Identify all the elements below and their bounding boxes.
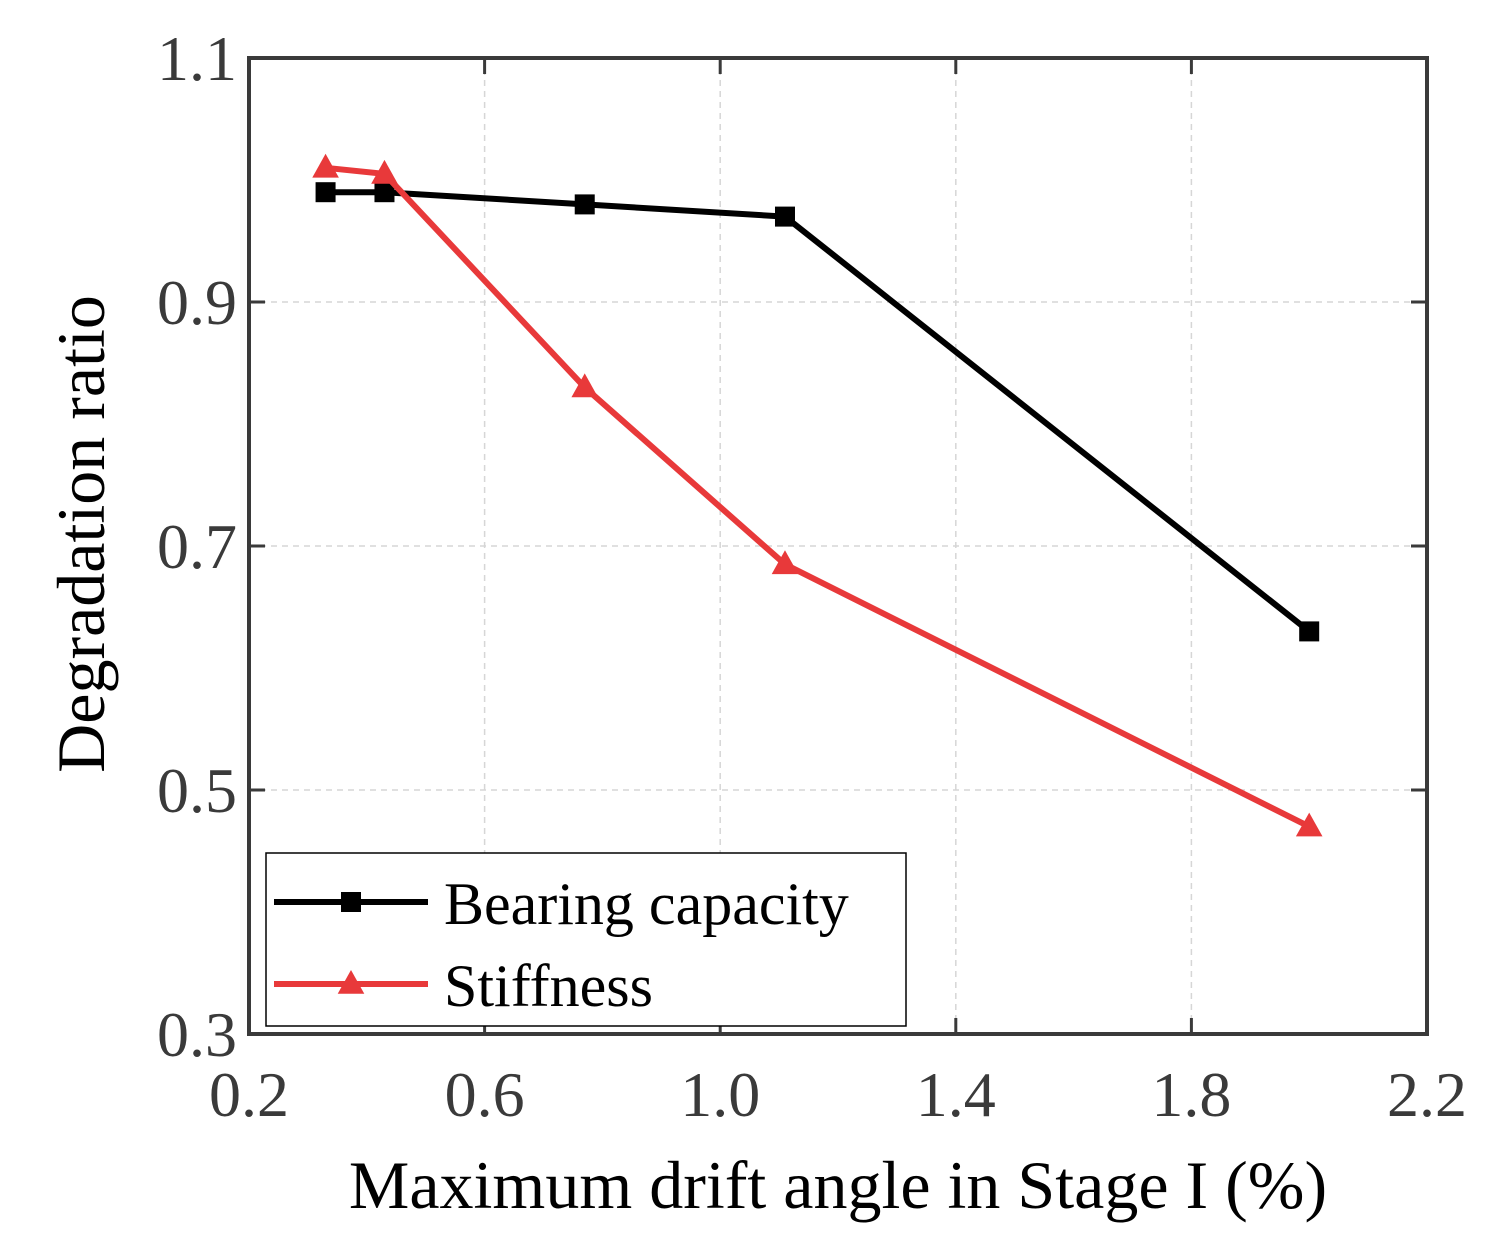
- data-point-triangle: [312, 153, 339, 178]
- y-tick-label: 0.7: [157, 511, 237, 582]
- data-point-square: [574, 194, 595, 215]
- x-tick-label: 1.8: [1151, 1059, 1231, 1130]
- series-line: [325, 189, 1312, 634]
- ticks: 0.2 0.6 1.0 1.4 1.8 2.2 0.3 0.5 0.7 0.9 1.1: [157, 23, 1467, 1130]
- y-tick-label: 0.9: [157, 267, 237, 338]
- data-point-square: [774, 206, 795, 227]
- series-stiffness: [312, 153, 1323, 837]
- y-tick-label: 0.3: [157, 999, 237, 1070]
- data-point-square: [315, 182, 336, 203]
- x-tick-label: 1.4: [916, 1059, 996, 1130]
- x-tick-label: 2.2: [1387, 1059, 1467, 1130]
- x-tick-label: 1.0: [680, 1059, 760, 1130]
- legend-label: Bearing capacity: [444, 871, 849, 937]
- x-axis-title: Maximum drift angle in Stage I (%): [349, 1147, 1327, 1223]
- x-tick-label: 0.2: [209, 1059, 289, 1130]
- series-line: [325, 164, 1311, 830]
- legend-entry: Bearing capacity: [274, 871, 849, 937]
- data-point-triangle: [1295, 812, 1323, 837]
- legend-marker: [341, 892, 361, 912]
- legend-entry: Stiffness: [274, 953, 653, 1019]
- series-bearing-capacity: [315, 182, 1320, 642]
- series-layer: [312, 153, 1323, 837]
- data-point-triangle: [571, 373, 599, 398]
- data-point-square: [374, 182, 395, 203]
- x-tick-label: 0.6: [445, 1059, 525, 1130]
- legend-marker: [337, 970, 365, 994]
- legend: Bearing capacity Stiffness: [265, 852, 907, 1027]
- y-axis-title: Degradation ratio: [43, 295, 119, 773]
- data-point-triangle: [771, 550, 799, 575]
- legend-label: Stiffness: [444, 953, 653, 1019]
- y-tick-label: 0.5: [157, 755, 237, 826]
- y-tick-label: 1.1: [157, 23, 237, 94]
- data-point-square: [1299, 621, 1320, 642]
- data-point-triangle: [371, 159, 398, 184]
- legend-box: [265, 852, 907, 1027]
